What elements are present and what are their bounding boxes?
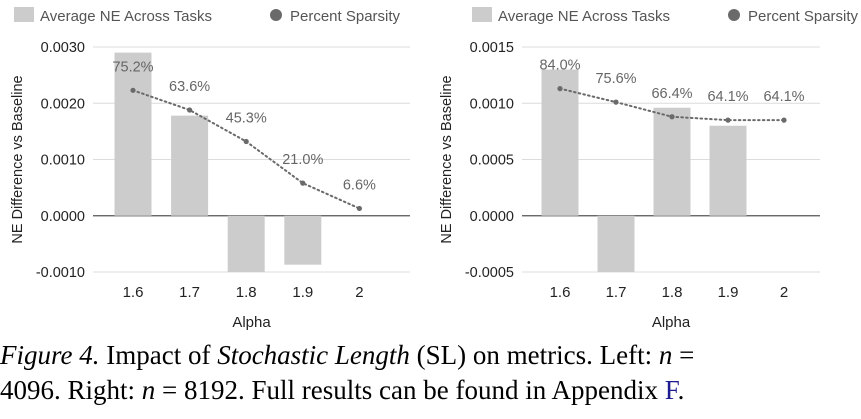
legend-label: Average NE Across Tasks: [498, 8, 670, 25]
bar: [597, 215, 635, 272]
caption-math-var: n: [658, 340, 673, 370]
bar: [709, 125, 747, 216]
legend-swatch-dot: [270, 9, 282, 21]
sparsity-line: [132, 89, 361, 210]
x-tick-label: 1.6: [123, 284, 144, 301]
y-tick-label: 0.0000: [41, 209, 85, 225]
y-tick-label: 0.0000: [470, 209, 514, 225]
y-axis-label: NE Difference vs Baseline: [10, 75, 26, 243]
chart-panel-right: Average NE Across Tasks Percent Sparsity 0…: [439, 7, 859, 331]
caption-text: Impact of: [99, 340, 218, 370]
data-label: 66.4%: [651, 86, 692, 102]
x-tick-label: 2: [355, 284, 363, 301]
sparsity-point: [725, 117, 731, 123]
data-label: 84.0%: [539, 58, 580, 74]
caption-line-2: 4096. Right: n = 8192. Full results can …: [0, 373, 861, 408]
chart-panel-left: Average NE Across Tasks Percent Sparsity 0…: [10, 7, 410, 331]
sparsity-point: [300, 180, 306, 186]
y-tick-label: 0.0010: [41, 153, 85, 169]
y-tick-label: 0.0015: [470, 40, 514, 56]
legend-label: Average NE Across Tasks: [40, 8, 212, 25]
bar: [227, 215, 265, 272]
y-tick-label: -0.0005: [465, 265, 514, 281]
legend-swatch-bar: [14, 7, 34, 22]
appendix-link[interactable]: F: [664, 375, 678, 405]
x-axis-label: Alpha: [232, 314, 271, 331]
y-tick-label: -0.0010: [36, 265, 85, 281]
data-label: 75.2%: [112, 59, 153, 75]
y-tick-label: 0.0020: [41, 96, 85, 112]
data-label: 63.6%: [169, 79, 210, 95]
bar: [653, 107, 691, 216]
bar: [114, 52, 152, 216]
caption-text: 4096. Right:: [0, 375, 142, 405]
caption-text: =: [672, 340, 695, 370]
x-tick-label: 1.7: [606, 284, 627, 301]
y-tick-label: 0.0005: [470, 153, 514, 169]
sparsity-point: [613, 99, 619, 105]
bar: [284, 215, 322, 265]
x-tick-label: 1.8: [662, 284, 683, 301]
x-tick-label: 1.9: [718, 284, 739, 301]
legend-swatch-bar: [472, 7, 492, 22]
data-label: 21.0%: [282, 152, 323, 168]
legend: Average NE Across Tasks Percent Sparsity: [472, 7, 859, 25]
legend-swatch-dot: [728, 9, 740, 21]
bar: [541, 69, 579, 216]
caption-text: = 8192. Full results can be found in App…: [155, 375, 665, 405]
data-label: 75.6%: [595, 71, 636, 87]
caption-emphasis: Stochastic Length: [217, 340, 410, 370]
bar: [171, 115, 209, 216]
sparsity-point: [356, 205, 362, 212]
data-label: 64.1%: [763, 89, 804, 105]
y-axis-label: NE Difference vs Baseline: [439, 75, 455, 243]
caption-math-var: n: [141, 375, 156, 405]
x-tick-label: 1.7: [179, 284, 200, 301]
x-tick-label: 1.6: [550, 284, 571, 301]
caption-text: (SL) on metrics. Left:: [409, 340, 659, 370]
figure-caption: Figure 4. Impact of Stochastic Length (S…: [0, 338, 861, 408]
legend-label: Percent Sparsity: [748, 8, 859, 25]
caption-label: Figure 4.: [0, 340, 100, 370]
y-tick-label: 0.0010: [470, 96, 514, 112]
x-tick-label: 1.9: [292, 284, 313, 301]
sparsity-point: [130, 87, 136, 93]
y-tick-label: 0.0030: [41, 40, 85, 56]
sparsity-point: [557, 86, 563, 92]
sparsity-point: [781, 117, 787, 123]
data-label: 64.1%: [707, 89, 748, 105]
caption-text: .: [677, 375, 685, 405]
legend: Average NE Across Tasks Percent Sparsity: [14, 7, 401, 25]
data-label: 6.6%: [343, 177, 376, 193]
sparsity-point: [243, 138, 249, 145]
legend-label: Percent Sparsity: [290, 8, 401, 25]
sparsity-point: [187, 107, 193, 113]
x-tick-label: 1.8: [236, 284, 257, 301]
sparsity-point: [669, 114, 675, 120]
data-label: 45.3%: [226, 111, 267, 127]
x-axis-label: Alpha: [652, 314, 691, 331]
x-tick-label: 2: [780, 284, 788, 301]
caption-line-1: Figure 4. Impact of Stochastic Length (S…: [0, 338, 861, 373]
